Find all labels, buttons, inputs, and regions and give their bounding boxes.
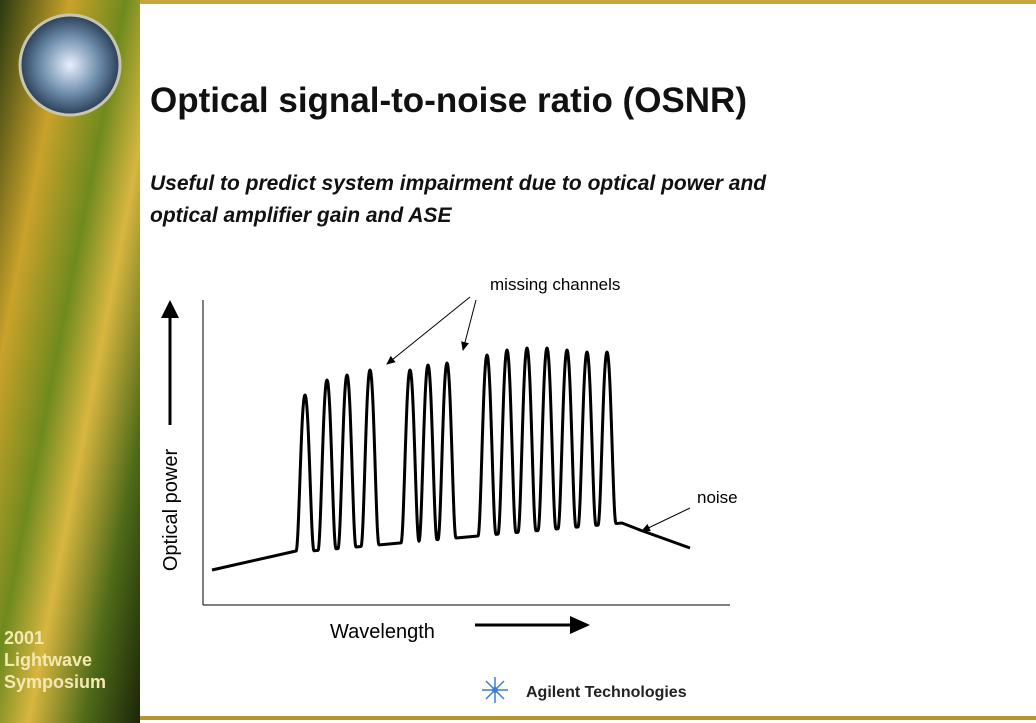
subtitle-line: Useful to predict system impairment due …	[150, 172, 767, 195]
subtitle-line: optical amplifier gain and ASE	[150, 204, 452, 227]
slide: 2001 Lightwave Symposium Optical signal-…	[0, 0, 1036, 723]
annotation: missing channels	[490, 275, 620, 294]
top-rule	[140, 0, 1036, 4]
bottom-rule	[140, 716, 1036, 720]
annotation-arrow	[463, 300, 476, 350]
logo-text: Agilent Technologies	[526, 684, 687, 701]
page: 2001 Lightwave Symposium Optical signal-…	[0, 0, 1036, 723]
sidebar-line: 2001	[4, 628, 44, 648]
arrowhead	[161, 300, 179, 318]
sidebar-line: Symposium	[4, 672, 106, 692]
slide-title: Optical signal-to-noise ratio (OSNR)	[150, 81, 747, 120]
sidebar-line: Lightwave	[4, 650, 92, 670]
annotation-arrow	[642, 508, 690, 531]
annotation-arrow	[387, 297, 470, 364]
logo: Agilent Technologies	[482, 677, 687, 703]
x-axis-label: Wavelength	[330, 621, 435, 643]
y-axis-label: Optical power	[160, 449, 182, 572]
sidebar-emblem	[20, 15, 120, 115]
annotation: noise	[697, 488, 738, 507]
spectrum-curve	[212, 348, 690, 570]
arrowhead	[570, 616, 590, 634]
